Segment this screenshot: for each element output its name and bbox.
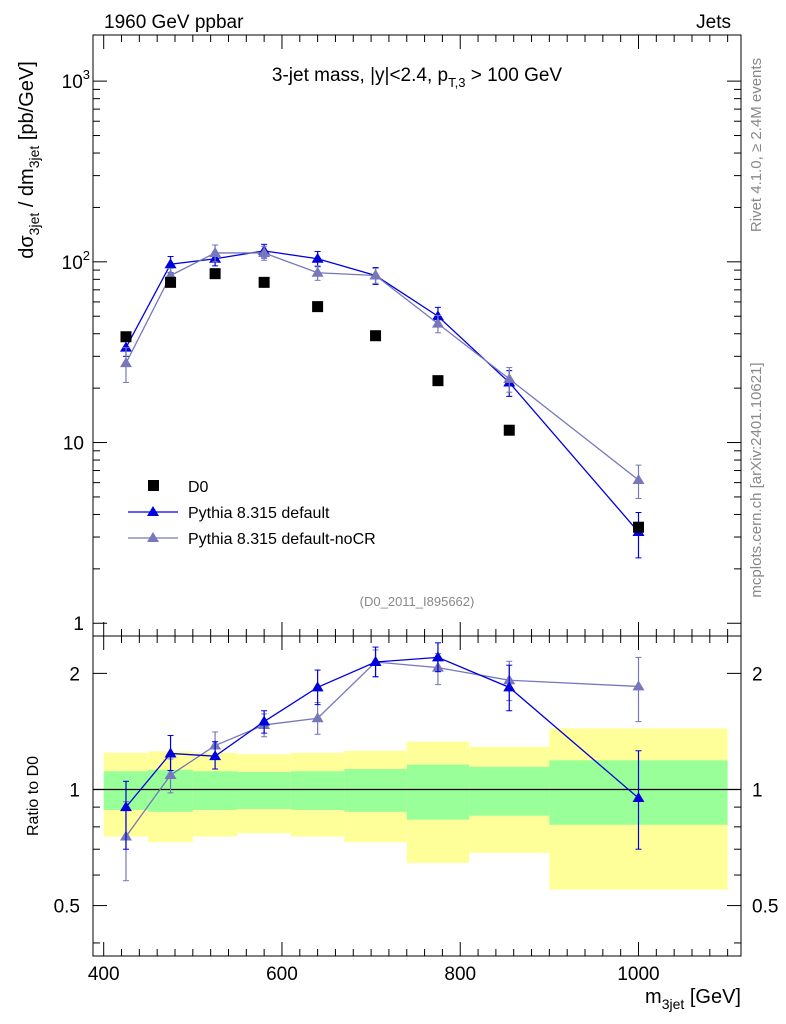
legend: D0 Pythia 8.315 default Pythia 8.315 def… (128, 479, 376, 548)
band-green-4 (290, 771, 345, 810)
ratio-point-nocr (311, 712, 324, 723)
ratio-y-tick-label-right-0: 0.5 (752, 897, 778, 918)
band-green-7 (469, 766, 550, 816)
point-nocr (258, 246, 271, 257)
point-data (432, 375, 444, 387)
point-nocr (119, 357, 132, 368)
ratio-y-tick-label-right-1: 1 (752, 780, 763, 801)
legend-label-d0: D0 (188, 479, 209, 496)
main-y-tick-label-3: 103 (62, 67, 90, 93)
legend-label-nocr: Pythia 8.315 default-noCR (188, 531, 376, 548)
analysis-id-watermark: (D0_2011_I895662) (360, 594, 475, 609)
ratio-y-axis-label: Ratio to D0 (25, 756, 42, 836)
point-nocr (369, 269, 382, 280)
ratio-point-nocr (632, 680, 645, 691)
ratio-series-nocr (119, 649, 645, 882)
header-category: Jets (696, 12, 731, 33)
ratio-plot-area (93, 642, 741, 882)
point-data (312, 301, 324, 313)
point-nocr (209, 246, 222, 257)
main-panel: 1 10 102 103 3-jet mass, |y|<2.4, pT,3 > 10… (16, 34, 742, 637)
ratio-y-tick-label-right-2: 2 (752, 664, 763, 685)
point-nocr (431, 317, 444, 328)
legend-label-default: Pythia 8.315 default (188, 505, 330, 522)
ratio-point-def (119, 801, 132, 812)
mcplots-reference-label: mcplots.cern.ch [arXiv:2401.10621] (748, 362, 765, 597)
ratio-y-tick-label-left-0: 0.5 (54, 897, 80, 918)
ratio-y-tick-label-left-1: 1 (69, 780, 80, 801)
point-data (632, 521, 644, 533)
band-green-2 (192, 771, 238, 810)
ratio-point-def (503, 681, 516, 692)
ratio-point-def (431, 651, 444, 662)
header-process: 1960 GeV ppbar (104, 12, 244, 33)
legend-marker-nocr (147, 532, 159, 542)
point-nocr (503, 372, 516, 383)
main-y-tick-label-0: 1 (73, 614, 84, 635)
line-nocr (125, 252, 639, 481)
x-axis: 400 600 800 1000 (88, 35, 729, 985)
main-y-axis-label: dσ3jet / dm3jet [pb/GeV] (16, 61, 42, 259)
ratio-point-def (209, 750, 222, 761)
main-y-axis: 1 10 102 103 (62, 67, 741, 635)
ratio-frame (92, 635, 742, 957)
ratio-series-def (119, 642, 645, 850)
ratio-point-def (311, 681, 324, 692)
ratio-point-def (258, 715, 271, 726)
series-data (120, 268, 644, 533)
ratio-y-axis: 0.5 0.5 1 1 2 2 (54, 664, 778, 944)
legend-marker-default (147, 506, 159, 516)
ratio-uncertainty-bands (103, 728, 728, 890)
x-tick-label-0: 400 (88, 964, 120, 985)
point-nocr (632, 474, 645, 485)
ratio-panel: 0.5 0.5 1 1 2 2 400 600 800 1000 Ratio to D0 m3j… (25, 35, 778, 1012)
ratio-point-def (369, 656, 382, 667)
point-data (120, 331, 132, 343)
legend-marker-d0 (148, 480, 159, 491)
series-nocr (119, 244, 645, 500)
rivet-version-label: Rivet 4.1.0, ≥ 2.4M events (748, 58, 765, 232)
point-data (258, 276, 270, 288)
band-green-5 (344, 769, 407, 812)
ratio-point-def (164, 747, 177, 758)
band-green-3 (237, 771, 291, 809)
point-def (311, 252, 324, 263)
point-data (503, 424, 515, 436)
ratio-y-tick-label-left-2: 2 (69, 664, 80, 685)
main-plot-area (119, 243, 645, 559)
x-tick-label-1: 600 (266, 964, 298, 985)
main-title: 3-jet mass, |y|<2.4, pT,3 > 100 GeV (272, 65, 563, 90)
ratio-point-nocr (164, 769, 177, 780)
point-data (370, 330, 382, 342)
main-y-tick-label-1: 10 (63, 434, 84, 455)
point-data (165, 276, 177, 288)
main-y-tick-label-2: 102 (62, 248, 90, 274)
point-nocr (311, 266, 324, 277)
x-tick-label-2: 800 (444, 964, 476, 985)
point-data (209, 268, 221, 280)
point-def (164, 258, 177, 269)
point-def (119, 341, 132, 352)
band-green-6 (406, 764, 470, 820)
ratio-point-def (632, 792, 645, 803)
x-axis-label: m3jet [GeV] (645, 986, 741, 1012)
x-tick-label-3: 1000 (617, 964, 659, 985)
